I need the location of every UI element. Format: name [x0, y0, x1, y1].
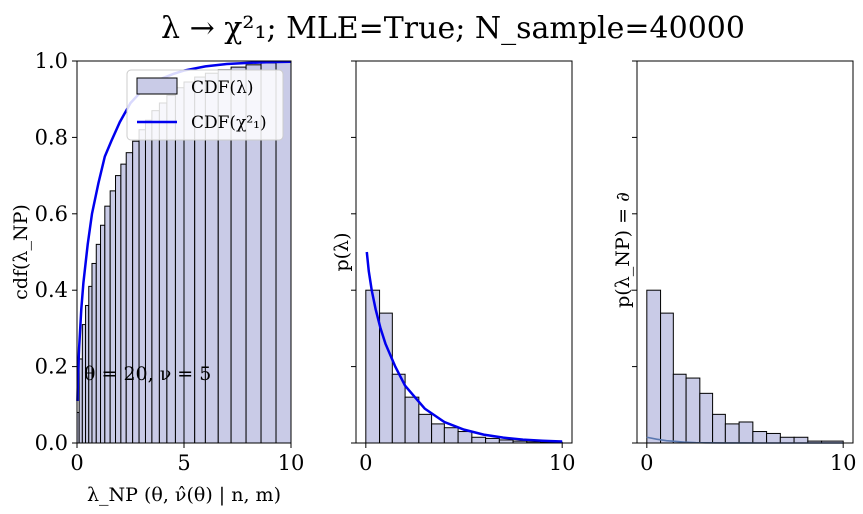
y-tick-label: 0.2 — [35, 355, 68, 379]
pdf-panel: 0 10 p(λ) — [331, 60, 576, 475]
hist-bar — [793, 436, 809, 444]
histogram — [76, 61, 292, 444]
hist-bar — [95, 243, 102, 444]
pdf-partial-panel: 0 10 p(λ_NP) = ∂ — [612, 60, 857, 475]
hist-bar — [766, 432, 781, 444]
hist-bar — [166, 94, 176, 444]
x-tick-label: 10 — [278, 451, 305, 475]
hist-bar — [174, 87, 185, 444]
hist-bar — [443, 427, 459, 444]
y-tick-label: 1.0 — [35, 49, 68, 73]
y-tick-label: 0.0 — [35, 431, 68, 455]
y-tick-label: 0.8 — [35, 125, 68, 149]
y-axis-label: p(λ) — [331, 232, 353, 271]
y-axis-label: p(λ_NP) = ∂ — [612, 192, 634, 308]
hist-bar — [144, 119, 153, 444]
series-line — [365, 251, 563, 443]
x-tick-label: 0 — [359, 451, 372, 475]
hist-bar — [672, 373, 687, 444]
hist-bar — [712, 413, 726, 444]
hist-bar — [138, 129, 146, 444]
hist-bar — [120, 163, 127, 444]
hist-bar — [158, 102, 168, 444]
figure-title: λ → χ²₁; MLE=True; N_sample=40000 — [161, 11, 745, 46]
hist-bar — [738, 421, 754, 444]
x-tick-label: 0 — [640, 451, 653, 475]
series-line — [76, 60, 292, 402]
hist-bar — [685, 377, 701, 444]
hist-bar — [431, 423, 445, 444]
hist-bar — [418, 413, 433, 444]
x-tick-label: 10 — [830, 451, 857, 475]
axes-frame — [636, 60, 854, 444]
y-tick-label: 0.6 — [35, 202, 68, 226]
hist-bar — [125, 152, 134, 444]
legend-label-cdf-lambda: CDF(λ) — [191, 78, 253, 98]
x-axis-label: λ_NP (θ, ν̂(θ) | n, m) — [87, 484, 281, 506]
x-tick-label: 5 — [177, 451, 190, 475]
hist-bar — [699, 392, 714, 444]
legend-hist-swatch — [136, 77, 178, 95]
hist-bar — [104, 205, 111, 444]
hist-bar — [485, 437, 500, 444]
parameter-annotation: θ = 20, ν = 5 — [84, 363, 211, 385]
hist-bar — [646, 289, 662, 444]
hist-bar — [91, 262, 97, 444]
legend-label-cdf-chi2: CDF(χ²₁) — [191, 113, 267, 133]
y-axis-label: cdf(λ_NP) — [10, 204, 32, 300]
cdf-panel: 0.0 0.2 0.4 0.6 0.8 1.0 0 5 10 cdf(λ_NP) λ_NP (θ, … — [10, 49, 304, 506]
hist-bar — [132, 140, 140, 444]
hist-bar — [115, 175, 122, 444]
hist-bar — [100, 224, 106, 444]
histogram — [365, 289, 563, 444]
hist-bar — [109, 190, 117, 444]
hist-bar — [457, 431, 473, 444]
histogram — [646, 289, 844, 444]
hist-bar — [660, 312, 674, 444]
hist-bar — [724, 423, 740, 444]
hist-bar — [151, 110, 160, 444]
hist-bar — [404, 396, 420, 444]
axes-frame — [355, 60, 573, 444]
legend: CDF(λ) CDF(χ²₁) — [126, 69, 284, 141]
hist-bar — [779, 436, 795, 444]
x-tick-label: 0 — [70, 451, 83, 475]
y-tick-label: 0.4 — [35, 278, 68, 302]
hist-bar — [471, 436, 487, 444]
hist-bar — [752, 431, 768, 444]
x-tick-label: 10 — [549, 451, 576, 475]
